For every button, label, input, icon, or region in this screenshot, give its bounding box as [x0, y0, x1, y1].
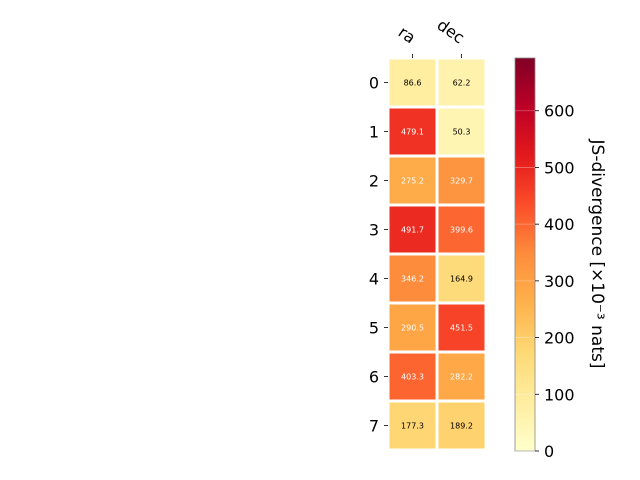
- colorbar-label: JS-divergence [×10⁻³ nats]: [587, 139, 607, 369]
- heatmap-cell: [438, 304, 485, 351]
- cell-value-label: 177.3: [401, 422, 424, 431]
- heatmap-cell: [389, 59, 436, 106]
- colorbar-ticks: 0 100 200 300 400 500 600: [515, 102, 575, 461]
- colorbar-tick-label: 400: [544, 215, 575, 234]
- heatmap-cell: [438, 157, 485, 204]
- cell-value-label: 86.6: [404, 79, 422, 88]
- heatmap-cell: [389, 304, 436, 351]
- heatmap-cell: [438, 402, 485, 449]
- cell-value-label: 164.9: [450, 275, 473, 284]
- y-tick-label: 6: [369, 368, 379, 387]
- heatmap-cell: [389, 255, 436, 302]
- x-axis-ticks: ra dec: [395, 15, 468, 58]
- heatmap-cell: [389, 353, 436, 400]
- y-tick-label: 7: [369, 417, 379, 436]
- cell-value-label: 189.2: [450, 422, 473, 431]
- colorbar-gradient: [514, 57, 536, 452]
- cell-value-label: 50.3: [453, 128, 471, 137]
- heatmap-cell: [438, 353, 485, 400]
- heatmap-cell: [389, 402, 436, 449]
- colorbar: 0 100 200 300 400 500 600 JS-divergence [×10⁻³…: [514, 57, 607, 461]
- colorbar-tick-label: 200: [544, 329, 575, 348]
- x-tick-label: ra: [395, 22, 419, 47]
- heatmap-cell: [438, 255, 485, 302]
- cell-value-label: 282.2: [450, 373, 473, 382]
- y-tick-label: 4: [369, 270, 379, 289]
- y-tick-label: 2: [369, 172, 379, 191]
- heatmap-cell: [389, 108, 436, 155]
- cell-value-label: 403.3: [401, 373, 424, 382]
- cell-value-label: 290.5: [401, 324, 424, 333]
- cell-value-label: 491.7: [401, 226, 424, 235]
- cell-value-label: 399.6: [450, 226, 473, 235]
- cell-value-label: 451.5: [450, 324, 473, 333]
- colorbar-tick-label: 300: [544, 272, 575, 291]
- cell-value-label: 346.2: [401, 275, 424, 284]
- cell-value-label: 329.7: [450, 177, 473, 186]
- cell-value-label: 479.1: [401, 128, 424, 137]
- x-tick-label: dec: [434, 15, 468, 47]
- cell-value-label: 62.2: [453, 79, 471, 88]
- y-tick-label: 5: [369, 319, 379, 338]
- heatmap-cell: [389, 157, 436, 204]
- heatmap-cell: [438, 59, 485, 106]
- y-tick-label: 1: [369, 123, 379, 142]
- heatmap-cells: 86.6 62.2 479.1 50.3 275.2 329.7 491.7 399.6 346…: [389, 59, 485, 449]
- colorbar-tick-label: 600: [544, 102, 575, 121]
- colorbar-tick-label: 500: [544, 158, 575, 177]
- y-tick-label: 0: [369, 74, 379, 93]
- colorbar-tick-label: 100: [544, 385, 575, 404]
- cell-value-label: 275.2: [401, 177, 424, 186]
- heatmap-cell: [438, 206, 485, 253]
- heatmap-cell: [389, 206, 436, 253]
- y-axis-ticks: 0 1 2 3 4 5 6 7: [369, 74, 388, 436]
- heatmap-cell: [438, 108, 485, 155]
- y-tick-label: 3: [369, 221, 379, 240]
- colorbar-tick-label: 0: [544, 442, 554, 461]
